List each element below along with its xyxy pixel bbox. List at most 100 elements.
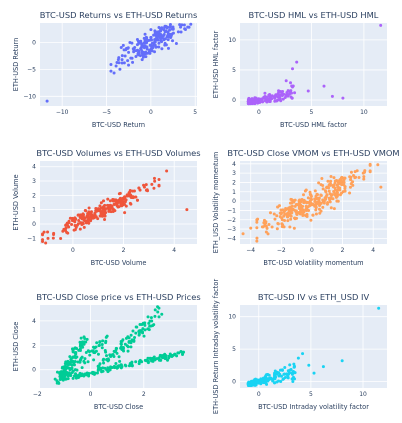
scatter-point — [289, 95, 293, 99]
scatter-point — [284, 79, 288, 83]
scatter-point — [321, 187, 325, 191]
scatter-point — [138, 54, 142, 58]
scatter-point — [297, 201, 301, 205]
scatter-point — [255, 226, 259, 230]
scatter-point — [248, 383, 252, 387]
scatter-point — [279, 211, 283, 215]
scatter-point — [157, 30, 161, 34]
scatter-point — [158, 353, 162, 357]
scatter-point — [304, 188, 308, 192]
scatter-point — [63, 374, 67, 378]
x-tick-label: 0 — [257, 391, 261, 398]
scatter-point — [254, 96, 258, 100]
scatter-point — [148, 51, 152, 55]
scatter-point — [323, 196, 327, 200]
scatter-point — [351, 183, 355, 187]
scatter-point — [119, 46, 123, 50]
scatter-point — [100, 342, 104, 346]
scatter-point — [300, 197, 304, 201]
scatter-point — [149, 324, 153, 328]
scatter-point — [247, 99, 251, 103]
scatter-point — [171, 31, 175, 35]
scatter-point — [280, 94, 284, 98]
scatter-point — [181, 352, 185, 356]
scatter-point — [183, 27, 187, 31]
scatter-point — [280, 218, 284, 222]
x-tick-label: −5 — [102, 109, 111, 116]
scatter-point — [106, 197, 110, 201]
x-axis-label: BTC-USD Volatility momentum — [263, 259, 363, 267]
scatter-point — [308, 201, 312, 205]
scatter-point — [75, 368, 79, 372]
scatter-point — [141, 327, 145, 331]
scatter-point — [147, 38, 151, 42]
chart-panel-1: −10 −5 0 5 −10 −5 0 BTC-USD Returns vs ETH-USD … — [12, 10, 197, 129]
scatter-point — [138, 329, 142, 333]
scatter-point — [291, 67, 294, 71]
scatter-point — [42, 230, 46, 234]
scatter-point — [87, 206, 91, 210]
scatter-point — [279, 379, 283, 383]
scatter-point — [290, 208, 294, 212]
scatter-point — [171, 353, 175, 357]
scatter-point — [67, 366, 71, 370]
x-tick-label: 4 — [371, 247, 375, 254]
scatter-point — [154, 45, 158, 49]
scatter-point — [100, 213, 104, 217]
y-axis-label: ETH-USD Volume — [12, 174, 20, 230]
plot-background — [40, 23, 197, 106]
scatter-point — [289, 217, 293, 221]
scatter-point — [264, 224, 268, 228]
scatter-point — [100, 370, 104, 374]
scatter-point — [76, 213, 80, 217]
scatter-point — [163, 352, 167, 356]
chart-title: BTC-USD IV vs ETH_USD IV — [258, 292, 370, 302]
scatter-point — [92, 371, 96, 375]
scatter-point — [70, 347, 74, 351]
scatter-point — [130, 363, 134, 367]
scatter-point — [98, 340, 102, 344]
scatter-point — [329, 206, 333, 210]
y-tick-label: 4 — [32, 318, 36, 325]
scatter-point — [137, 359, 141, 363]
scatter-point — [285, 92, 289, 96]
x-tick-label: 0 — [257, 109, 261, 116]
scatter-point — [92, 345, 96, 349]
scatter-point — [273, 99, 277, 103]
chart-panel-2: 0 5 10 0 5 10 BTC-USD HML vs ETH-USD HML BTC-US… — [212, 10, 387, 129]
scatter-point — [157, 41, 161, 45]
scatter-point — [137, 51, 141, 55]
scatter-point — [312, 371, 316, 375]
scatter-point — [171, 39, 175, 43]
scatter-point — [145, 37, 149, 41]
scatter-point — [325, 186, 329, 190]
scatter-point — [305, 215, 309, 219]
scatter-point — [113, 199, 117, 203]
y-tick-label: 2 — [32, 192, 36, 199]
scatter-point — [94, 209, 98, 213]
scatter-point — [349, 178, 353, 182]
scatter-point — [123, 211, 127, 215]
scatter-point — [306, 196, 310, 200]
scatter-point — [168, 28, 172, 32]
y-tick-label: −1 — [27, 235, 36, 242]
scatter-point — [377, 306, 381, 310]
scatter-point — [71, 376, 75, 380]
scatter-point — [81, 215, 85, 219]
scatter-point — [283, 376, 287, 380]
scatter-point — [70, 360, 74, 364]
scatter-point — [348, 191, 352, 195]
scatter-point — [121, 43, 125, 47]
scatter-point — [255, 239, 259, 243]
scatter-point — [180, 23, 184, 27]
x-tick-label: −4 — [246, 247, 255, 254]
plot-background — [240, 23, 387, 106]
chart-panel-4: −4 −2 0 2 4 −4 −3 −2 −1 0 1 2 3 4 BTC-USD Close VMOM v… — [212, 148, 400, 267]
x-axis-label: BTC-USD Volume — [91, 259, 147, 267]
scatter-point — [103, 212, 107, 216]
scatter-point — [255, 220, 259, 224]
scatter-point — [58, 372, 62, 376]
scatter-point — [291, 199, 295, 203]
x-axis-label: BTC-USD Close — [94, 403, 143, 411]
